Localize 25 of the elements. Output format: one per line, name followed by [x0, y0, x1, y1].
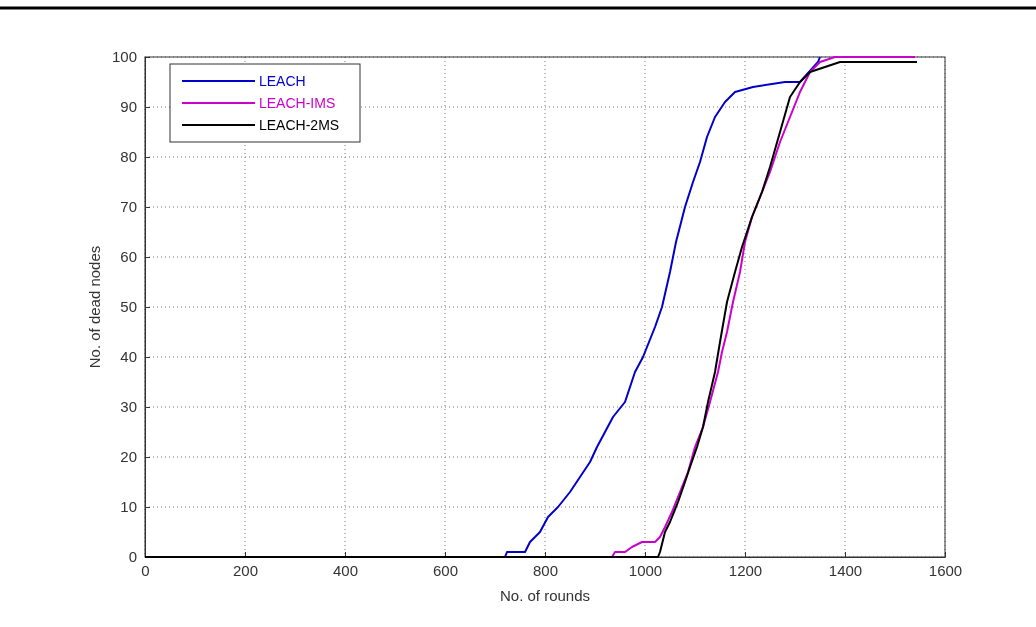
x-tick-label: 800	[532, 561, 559, 579]
x-tick-label: 0	[141, 561, 150, 579]
y-tick-label: 90	[120, 98, 137, 116]
x-tick-label: 1000	[628, 561, 663, 579]
y-tick-label: 100	[111, 48, 137, 66]
x-tick-label: 1200	[728, 561, 763, 579]
x-tick-label: 600	[432, 561, 459, 579]
x-tick-label: 1600	[928, 561, 963, 579]
y-tick-label: 40	[120, 348, 137, 366]
text: LEACH	[259, 73, 306, 89]
y-axis-title: No. of dead nodes	[86, 245, 103, 369]
y-tick-label: 60	[120, 248, 137, 266]
x-tick-label: 200	[232, 561, 259, 579]
y-tick-label: 80	[120, 148, 137, 166]
y-tick-label: 50	[120, 298, 137, 316]
y-tick-label: 0	[128, 548, 137, 566]
y-tick-label: 20	[120, 448, 137, 466]
text: LEACH-IMS	[259, 95, 336, 111]
x-tick-label: 400	[332, 561, 359, 579]
y-tick-label: 10	[120, 498, 137, 516]
x-tick-label: 1400	[828, 561, 863, 579]
y-tick-label: 70	[120, 198, 137, 216]
text: LEACH-2MS	[259, 117, 340, 133]
y-tick-label: 30	[120, 398, 137, 416]
x-axis-title: No. of rounds	[499, 587, 591, 604]
